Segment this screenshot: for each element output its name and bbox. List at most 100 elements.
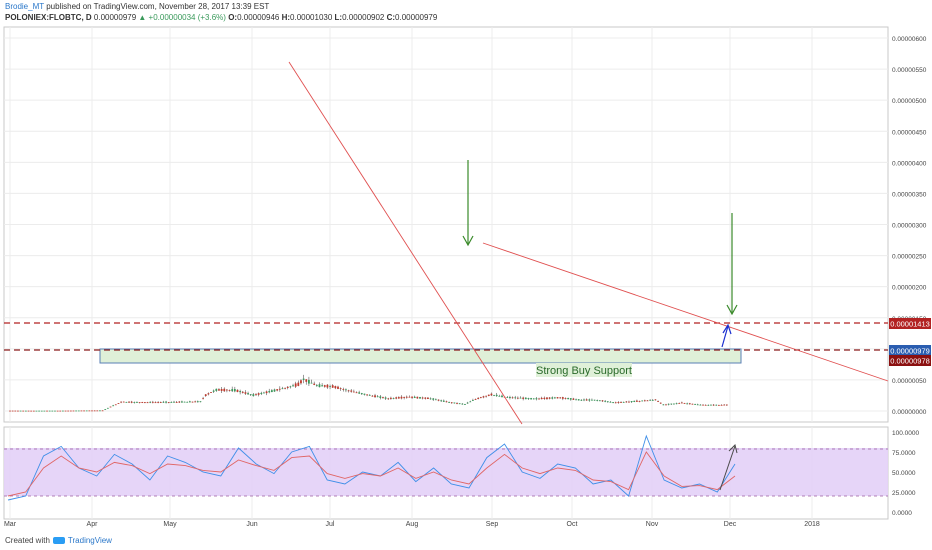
candle-body — [236, 389, 239, 392]
candle-body — [249, 394, 252, 396]
candle-body — [265, 391, 268, 394]
candle-body — [40, 410, 43, 412]
candle-body — [151, 401, 154, 403]
candle-body — [453, 402, 456, 404]
candle-body — [72, 410, 75, 412]
support-label-bg — [536, 363, 632, 377]
candle-body — [657, 401, 659, 402]
candle-body — [614, 402, 617, 404]
candle-body — [723, 404, 726, 406]
candle-body — [27, 410, 30, 412]
candle-body — [69, 410, 72, 412]
candle-body — [144, 402, 146, 403]
candle-body — [464, 404, 466, 405]
candle-body — [530, 398, 532, 400]
candle-body — [83, 410, 85, 412]
candle-body — [427, 397, 429, 400]
candle-body — [91, 410, 93, 412]
candle-body — [297, 382, 300, 386]
candle-body — [281, 388, 284, 390]
candle-body — [46, 410, 48, 412]
candle-body — [490, 393, 493, 396]
candle-body — [535, 398, 538, 400]
candle-body — [551, 397, 554, 399]
high-label: H: — [281, 13, 291, 22]
candle-body — [263, 392, 265, 394]
candle-body — [543, 397, 546, 399]
footer: Created with TradingView — [5, 536, 112, 546]
low-label: L: — [334, 13, 343, 22]
candle-body — [516, 397, 519, 399]
rsi-tick-label: 0.0000 — [892, 510, 912, 517]
candle-body — [77, 410, 80, 412]
open-value: 0.00000946 — [237, 13, 280, 22]
main-gridlines — [4, 27, 888, 422]
candle-body — [588, 399, 591, 401]
candle-body — [678, 403, 681, 404]
candle-body — [207, 393, 210, 395]
candle-body — [260, 392, 263, 394]
symbol-label[interactable]: POLONIEX:FLOBTC, D — [5, 13, 92, 22]
author-link[interactable]: Brodie_MT — [5, 2, 44, 11]
candle-body — [384, 397, 387, 399]
time-tick-label: Oct — [567, 521, 578, 528]
time-axis: Mar Apr May Jun Jul Aug Sep Oct Nov Dec 2018 — [4, 521, 820, 528]
candle-body — [136, 402, 138, 403]
candle-body — [519, 397, 522, 399]
last-price: 0.00000979 — [93, 13, 137, 22]
candle-body — [358, 392, 361, 394]
candle-body — [482, 396, 485, 398]
trendline-steep — [288, 61, 523, 425]
candle-body — [106, 407, 109, 409]
rsi-tick-label: 100.0000 — [892, 430, 919, 437]
rsi-tick-label: 75.0000 — [892, 450, 916, 457]
candle-body — [228, 390, 231, 391]
candle-body — [244, 392, 247, 394]
candle-body — [596, 400, 599, 401]
trendline-descending — [482, 242, 889, 382]
candle-body — [257, 393, 260, 395]
price-tick-label: 0.00000600 — [892, 36, 927, 43]
rsi-tick-label: 25.0000 — [892, 490, 916, 497]
candle-body — [506, 397, 509, 398]
candle-body — [440, 400, 443, 402]
candle-body — [469, 401, 472, 403]
candle-body — [487, 394, 490, 396]
candle-body — [670, 403, 673, 405]
candle-body — [181, 401, 183, 403]
candle-body — [305, 379, 308, 382]
candle-body — [183, 401, 186, 403]
candle-body — [413, 396, 416, 399]
candle-body — [514, 397, 517, 399]
candle-body — [310, 382, 313, 384]
time-tick-label: Apr — [87, 521, 99, 528]
candle-body — [609, 401, 612, 403]
time-tick-label: Jun — [246, 521, 257, 528]
candle-body — [345, 389, 347, 391]
tradingview-link[interactable]: TradingView — [67, 536, 112, 545]
tradingview-logo-icon — [52, 537, 65, 544]
open-label: O: — [228, 13, 238, 22]
candle-body — [569, 398, 572, 400]
candle-body — [125, 401, 128, 403]
candle-body — [212, 390, 215, 392]
candle-body — [511, 397, 514, 399]
candle-body — [165, 401, 167, 403]
time-tick-label: Dec — [724, 521, 737, 528]
candle-body — [466, 402, 469, 404]
support-label: Strong Buy Support — [536, 365, 632, 377]
created-with-text: Created with — [5, 536, 50, 545]
candle-body — [387, 398, 390, 400]
down-arrow-left — [462, 160, 474, 247]
candle-body — [675, 403, 678, 405]
candle-body — [479, 397, 482, 399]
price-tick-label: 0.00000200 — [892, 285, 927, 292]
candle-body — [350, 390, 353, 392]
price-tick-label: 0.00000500 — [892, 98, 927, 105]
candle-body — [429, 398, 432, 400]
candle-body — [673, 403, 675, 405]
candle-body — [411, 396, 413, 398]
candle-body — [247, 393, 249, 395]
candle-body — [326, 384, 329, 388]
resistance-price-tag: 0.00001413 — [889, 318, 931, 329]
